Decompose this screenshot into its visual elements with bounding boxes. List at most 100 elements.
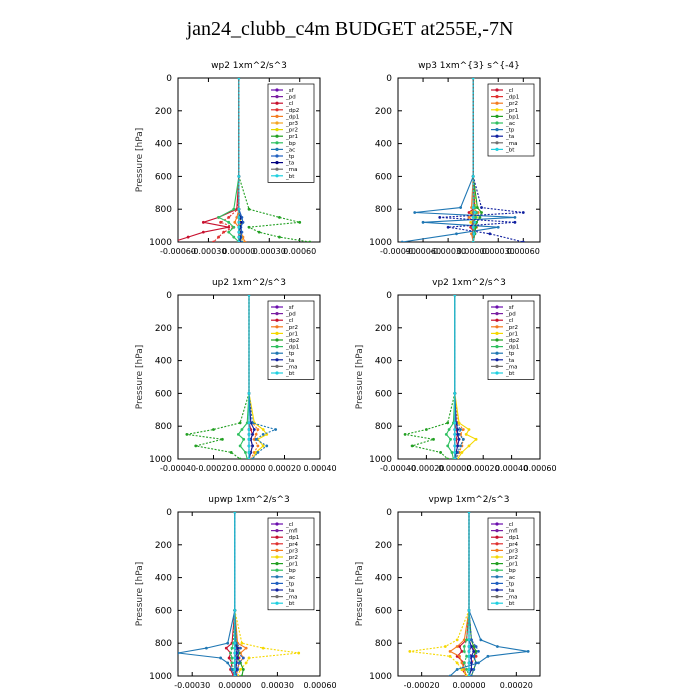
series-group bbox=[403, 295, 478, 459]
series-point bbox=[237, 661, 241, 665]
series-point bbox=[256, 451, 260, 454]
legend-marker bbox=[495, 562, 499, 566]
series-point bbox=[455, 638, 459, 642]
legend-marker bbox=[495, 325, 499, 329]
series-point bbox=[239, 646, 242, 650]
y-tick-label: 600 bbox=[375, 389, 392, 399]
series-point bbox=[496, 225, 500, 229]
series-point bbox=[247, 437, 251, 441]
series-point bbox=[247, 207, 251, 211]
series-point bbox=[238, 457, 242, 459]
series-point bbox=[467, 668, 471, 671]
series-point bbox=[472, 650, 476, 653]
legend-label: _ma bbox=[505, 364, 517, 370]
series-point bbox=[237, 230, 241, 234]
series-point bbox=[224, 646, 228, 650]
series-point bbox=[237, 216, 241, 219]
series-point bbox=[462, 638, 466, 642]
legend-marker bbox=[275, 601, 279, 605]
series-point bbox=[247, 225, 251, 229]
series-point bbox=[230, 661, 234, 665]
x-tick-label: -0.00030 bbox=[174, 681, 210, 690]
legend-marker bbox=[275, 338, 279, 342]
series-point bbox=[230, 656, 234, 660]
series-point bbox=[257, 230, 261, 234]
series-point bbox=[297, 651, 301, 655]
x-tick-label: 0.00000 bbox=[218, 681, 251, 690]
series-point bbox=[461, 437, 465, 441]
series-point bbox=[278, 216, 281, 219]
series-point bbox=[473, 211, 477, 214]
legend-marker bbox=[275, 548, 279, 552]
series-point bbox=[469, 645, 473, 648]
series-point bbox=[447, 428, 451, 431]
series-point bbox=[239, 220, 243, 224]
x-tick-label: 0.00040 bbox=[303, 464, 336, 473]
series-point bbox=[462, 650, 466, 653]
x-tick-label: -0.00040 bbox=[380, 464, 416, 473]
legend-label: _ta bbox=[505, 134, 514, 140]
series-point bbox=[233, 656, 237, 660]
legend-marker bbox=[495, 88, 499, 92]
series-point bbox=[477, 661, 480, 665]
series-point bbox=[233, 220, 237, 224]
chart-title: vpwp 1xm^2/s^3 bbox=[428, 495, 509, 505]
series-point bbox=[261, 428, 265, 431]
legend-marker bbox=[275, 154, 279, 158]
legend-marker bbox=[495, 141, 499, 145]
legend-label: _bp bbox=[285, 141, 296, 147]
series-point bbox=[421, 220, 425, 224]
x-tick-label: -0.00020 bbox=[404, 681, 440, 690]
x-tick-label: -0.00040 bbox=[160, 464, 196, 473]
series-point bbox=[227, 225, 231, 229]
chart-panel-vpwp: vpwp 1xm^2/s^3 Pressure [hPa] 0 200 400 600 80… bbox=[355, 495, 541, 690]
legend-marker bbox=[495, 581, 499, 585]
legend-label: _ac bbox=[285, 147, 295, 153]
x-tick-label: 0.00000 bbox=[222, 247, 255, 256]
x-tick-label: 0.00030 bbox=[482, 247, 515, 256]
y-tick-label: 600 bbox=[375, 172, 392, 182]
series-point bbox=[227, 230, 231, 234]
legend-marker bbox=[275, 529, 279, 533]
legend-marker bbox=[495, 338, 499, 342]
series-point bbox=[459, 206, 463, 209]
legend-marker bbox=[275, 114, 279, 118]
series-point bbox=[241, 668, 245, 671]
series-point bbox=[472, 645, 476, 648]
series-point bbox=[480, 211, 483, 214]
series-point bbox=[261, 433, 265, 436]
series-line bbox=[238, 78, 310, 242]
series-line bbox=[225, 512, 236, 676]
series-point bbox=[400, 240, 404, 242]
series-point bbox=[256, 444, 260, 448]
legend-label: _bp bbox=[505, 568, 516, 574]
x-tick-label: 0.00020 bbox=[467, 464, 500, 473]
series-point bbox=[455, 645, 459, 648]
series-point bbox=[229, 651, 232, 655]
legend-label: _ta bbox=[285, 358, 294, 364]
series-point bbox=[212, 240, 215, 242]
legend-marker bbox=[495, 601, 499, 605]
legend-marker bbox=[275, 88, 279, 92]
y-tick-label: 800 bbox=[375, 205, 392, 215]
series-point bbox=[467, 638, 471, 642]
y-tick-label: 800 bbox=[375, 639, 392, 649]
legend-marker bbox=[275, 121, 279, 125]
series-point bbox=[235, 216, 239, 219]
plot-frame bbox=[397, 77, 541, 243]
series-point bbox=[212, 428, 215, 431]
series-point bbox=[308, 240, 312, 242]
series-point bbox=[232, 225, 236, 229]
series-point bbox=[455, 668, 459, 671]
series-point bbox=[240, 641, 244, 645]
series-point bbox=[469, 654, 473, 658]
legend-label: _pr3 bbox=[285, 548, 299, 554]
y-tick-label: 800 bbox=[375, 422, 392, 432]
x-tick-label: 0.00060 bbox=[303, 681, 336, 690]
series-point bbox=[217, 235, 220, 239]
series-point bbox=[244, 661, 248, 665]
series-point bbox=[237, 235, 241, 239]
x-tick-label: 0.00060 bbox=[507, 247, 540, 256]
series-point bbox=[480, 206, 483, 209]
y-tick-label: 1000 bbox=[149, 238, 172, 248]
